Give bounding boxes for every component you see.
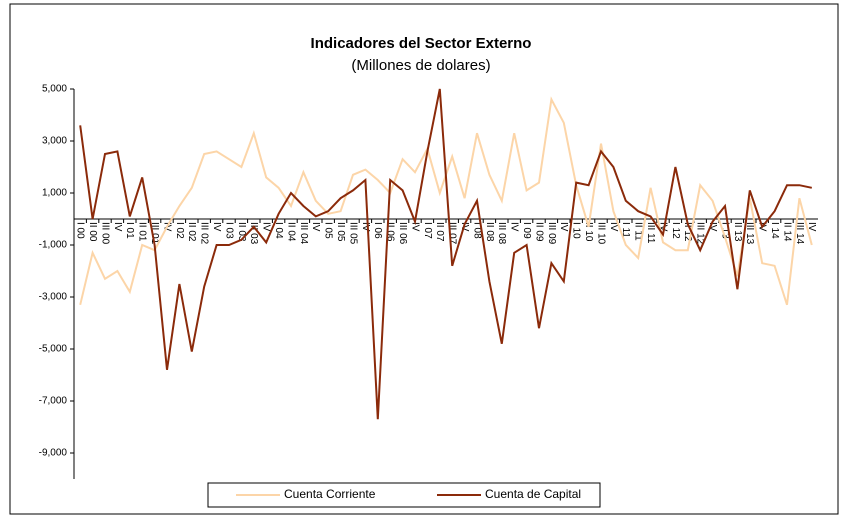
x-tick-label: I 02 bbox=[174, 222, 185, 239]
y-tick-label: 5,000 bbox=[42, 84, 67, 95]
x-tick-label: II 03 bbox=[236, 222, 247, 242]
x-tick-label: I 07 bbox=[422, 222, 433, 239]
x-tick-label: II 07 bbox=[434, 222, 445, 242]
x-tick-label: IV bbox=[657, 222, 668, 232]
x-tick-label: I 14 bbox=[769, 222, 780, 239]
x-tick-label: I 08 bbox=[471, 222, 482, 239]
x-tick-label: III 12 bbox=[695, 222, 706, 245]
x-tick-label: III 00 bbox=[99, 222, 110, 245]
legend-label: Cuenta de Capital bbox=[485, 487, 581, 501]
x-tick-label: I 03 bbox=[223, 222, 234, 239]
x-tick-label: III 14 bbox=[794, 222, 805, 245]
x-tick-label: IV bbox=[360, 222, 371, 232]
x-tick-label: IV bbox=[707, 222, 718, 232]
x-tick-label: III 10 bbox=[595, 222, 606, 245]
x-tick-label: II 09 bbox=[533, 222, 544, 242]
x-tick-label: IV bbox=[261, 222, 272, 232]
legend-label: Cuenta Corriente bbox=[284, 487, 376, 501]
x-tick-label: I 10 bbox=[571, 222, 582, 239]
x-tick-label: III 07 bbox=[447, 222, 458, 245]
x-tick-label: IV bbox=[409, 222, 420, 232]
x-tick-label: II 00 bbox=[87, 222, 98, 242]
x-tick-label: II 02 bbox=[186, 222, 197, 242]
x-tick-label: I 00 bbox=[75, 222, 86, 239]
x-tick-label: II 05 bbox=[335, 222, 346, 242]
x-tick-label: III 01 bbox=[149, 222, 160, 245]
x-tick-label: II 06 bbox=[385, 222, 396, 242]
x-tick-label: I 01 bbox=[124, 222, 135, 239]
x-tick-label: III 11 bbox=[645, 222, 656, 244]
x-tick-label: II 10 bbox=[583, 222, 594, 242]
x-tick-label: III 05 bbox=[347, 222, 358, 245]
chart-title: Indicadores del Sector Externo bbox=[311, 35, 532, 52]
x-tick-label: II 14 bbox=[781, 222, 792, 242]
x-tick-label: II 11 bbox=[633, 222, 644, 241]
x-tick-label: II 13 bbox=[732, 222, 743, 242]
data-line bbox=[79, 88, 813, 420]
x-tick-label: I 09 bbox=[521, 222, 532, 239]
x-tick-label: III 02 bbox=[199, 222, 210, 245]
x-tick-label: IV bbox=[608, 222, 619, 232]
chart-subtitle: (Millones de dolares) bbox=[351, 57, 490, 74]
x-tick-label: III 09 bbox=[546, 222, 557, 245]
x-tick-label: II 08 bbox=[484, 222, 495, 242]
x-tick-label: III 06 bbox=[397, 222, 408, 245]
x-tick-label: IV bbox=[558, 222, 569, 232]
x-tick-label: II 01 bbox=[137, 222, 148, 242]
y-tick-label: 3,000 bbox=[42, 136, 67, 147]
x-tick-label: I 12 bbox=[670, 222, 681, 239]
x-tick-label: II 04 bbox=[285, 222, 296, 242]
y-tick-label: -3,000 bbox=[39, 292, 68, 303]
x-tick-label: I 11 bbox=[620, 222, 631, 238]
x-tick-label: III 08 bbox=[496, 222, 507, 245]
x-tick-label: III 04 bbox=[298, 222, 309, 245]
x-tick-label: IV bbox=[310, 222, 321, 232]
x-tick-label: IV bbox=[806, 222, 817, 232]
data-line bbox=[79, 96, 813, 306]
x-tick-label: III 13 bbox=[744, 222, 755, 245]
x-tick-label: IV bbox=[112, 222, 123, 232]
frame bbox=[9, 3, 839, 515]
x-tick-label: I 13 bbox=[719, 222, 730, 239]
x-tick-label: I 05 bbox=[323, 222, 334, 239]
x-tick-label: IV bbox=[509, 222, 520, 232]
x-tick-label: IV bbox=[211, 222, 222, 232]
y-tick-label: 1,000 bbox=[42, 188, 67, 199]
x-tick-label: III 03 bbox=[248, 222, 259, 245]
y-tick-label: -5,000 bbox=[39, 344, 68, 355]
x-tick-label: II 12 bbox=[682, 222, 693, 242]
y-tick-label: -1,000 bbox=[39, 240, 68, 251]
x-tick-label: I 04 bbox=[273, 222, 284, 239]
y-tick-label: -9,000 bbox=[39, 448, 68, 459]
y-tick-label: -7,000 bbox=[39, 396, 68, 407]
x-tick-label: I 06 bbox=[372, 222, 383, 239]
